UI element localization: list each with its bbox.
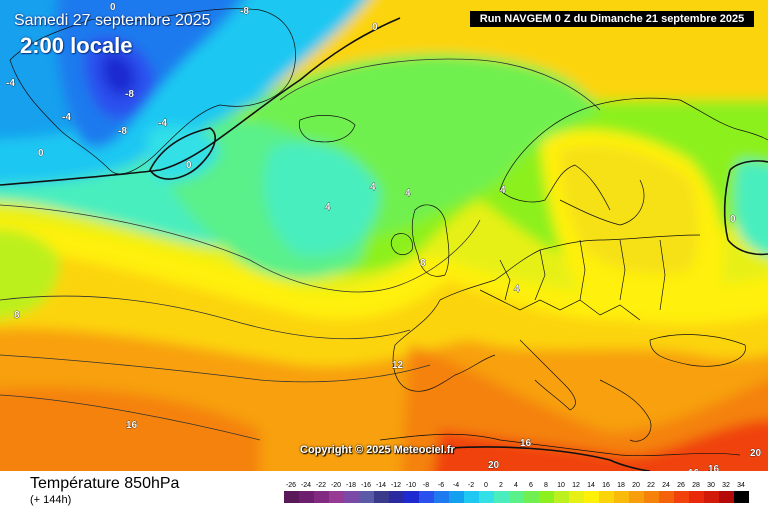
legend-swatch (644, 491, 659, 503)
contour-label: 20 (488, 460, 500, 471)
legend-swatch (599, 491, 614, 503)
legend-tick-label: -2 (468, 482, 474, 489)
legend-swatch (719, 491, 734, 503)
legend-swatch (464, 491, 479, 503)
forecast-date: Samedi 27 septembre 2025 (14, 12, 211, 29)
contour-label: 4 (500, 185, 506, 196)
contour-label: 16 (520, 438, 532, 449)
legend-tick-label: 34 (737, 482, 745, 489)
contour-label: 8 (420, 258, 426, 269)
contour-label: 4 (514, 284, 520, 295)
legend-tick-label: 0 (484, 482, 488, 489)
legend-swatch (584, 491, 599, 503)
run-label: Run NAVGEM 0 Z du Dimanche 21 septembre … (470, 11, 754, 27)
legend-swatch (539, 491, 554, 503)
legend-tick-label: -10 (406, 482, 416, 489)
legend-tick-label: -8 (423, 482, 429, 489)
legend-swatch (314, 491, 329, 503)
contour-label: 4 (370, 182, 376, 193)
legend-tick-label: 12 (572, 482, 580, 489)
legend-swatch (734, 491, 749, 503)
legend-tick-label: 28 (692, 482, 700, 489)
legend-tick-label: 24 (662, 482, 670, 489)
legend-swatch (404, 491, 419, 503)
contour-label: 0 (38, 148, 44, 159)
legend-swatch (329, 491, 344, 503)
contour-label: 0 (110, 2, 116, 13)
legend-tick-label: -16 (361, 482, 371, 489)
legend-tick-label: 14 (587, 482, 595, 489)
legend-tick-label: -24 (301, 482, 311, 489)
legend-tick-label: -12 (391, 482, 401, 489)
legend-tick-label: 30 (707, 482, 715, 489)
legend-swatch (689, 491, 704, 503)
contour-label: 0 (730, 214, 736, 225)
legend-tick-label: 2 (499, 482, 503, 489)
legend-swatch (509, 491, 524, 503)
legend-swatch (344, 491, 359, 503)
legend-tick-label: -20 (331, 482, 341, 489)
contour-label: 16 (126, 420, 138, 431)
color-legend: -26 -24 -22 -20 -18 -16 -14 -12 -10 -8 -6 -4 -2 0 2 4 6 8… (284, 482, 749, 503)
legend-tick-label: 32 (722, 482, 730, 489)
legend-tick-label: -14 (376, 482, 386, 489)
legend-swatch (569, 491, 584, 503)
contour-label: 0 (372, 22, 378, 33)
contour-label: -4 (158, 118, 167, 129)
legend-swatch (704, 491, 719, 503)
legend-swatch (359, 491, 374, 503)
legend-swatch (389, 491, 404, 503)
lead-time: (+ 144h) (30, 494, 72, 506)
legend-tick-label: -6 (438, 482, 444, 489)
legend-tick-label: 4 (514, 482, 518, 489)
legend-swatch (614, 491, 629, 503)
legend-tick-label: 16 (602, 482, 610, 489)
legend-swatch (374, 491, 389, 503)
legend-swatch (629, 491, 644, 503)
contour-label: -8 (240, 6, 249, 17)
legend-tick-label: -4 (453, 482, 459, 489)
copyright: Copyright © 2025 Meteociel.fr (300, 444, 455, 456)
legend-tick-label: -26 (286, 482, 296, 489)
legend-tick-label: 10 (557, 482, 565, 489)
legend-tick-label: 26 (677, 482, 685, 489)
legend-tick-label: 18 (617, 482, 625, 489)
contour-label: -8 (118, 126, 127, 137)
legend-tick-label: -22 (316, 482, 326, 489)
legend-swatch (554, 491, 569, 503)
legend-swatch (284, 491, 299, 503)
legend-swatch (494, 491, 509, 503)
forecast-time: 2:00 locale (20, 33, 133, 58)
temperature-map: -8 -4 0 -8 -8 -4 -4 0 0 0 4 4 4 4 4 0 8 8 12 16 16 16 16 20 20 (0, 0, 768, 471)
legend-tick-label: 6 (529, 482, 533, 489)
contour-label: 16 (688, 468, 700, 471)
legend-swatch (524, 491, 539, 503)
contour-label: 12 (392, 360, 404, 371)
legend-swatch (659, 491, 674, 503)
legend-tick-label: -18 (346, 482, 356, 489)
legend-swatch (479, 491, 494, 503)
contour-label: 0 (186, 160, 192, 171)
contour-label: 4 (325, 202, 331, 213)
contour-label: -8 (125, 89, 134, 100)
contour-label: 8 (14, 310, 20, 321)
contour-label: 4 (405, 188, 411, 199)
contour-label: 20 (750, 448, 762, 459)
legend-swatch (674, 491, 689, 503)
contour-label: 16 (708, 464, 720, 471)
legend-swatch (419, 491, 434, 503)
legend-tick-label: 22 (647, 482, 655, 489)
contour-label: -4 (62, 112, 71, 123)
variable-title: Température 850hPa (30, 475, 180, 492)
legend-swatch (299, 491, 314, 503)
contour-label: -4 (6, 78, 15, 89)
legend-tick-label: 20 (632, 482, 640, 489)
legend-swatch (449, 491, 464, 503)
legend-swatch (434, 491, 449, 503)
legend-tick-label: 8 (544, 482, 548, 489)
